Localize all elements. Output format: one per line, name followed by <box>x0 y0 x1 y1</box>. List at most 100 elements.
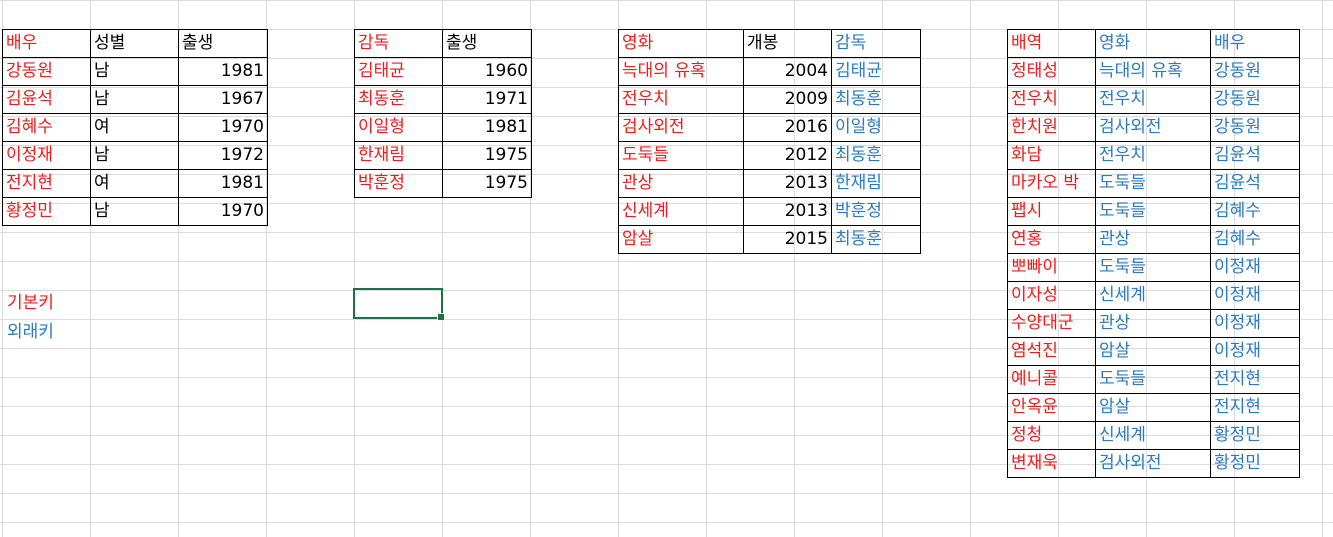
roles-header-cell[interactable]: 배우 <box>1210 29 1300 58</box>
movies-cell[interactable]: 2013 <box>743 197 832 226</box>
roles-cell[interactable]: 강동원 <box>1210 85 1300 114</box>
roles-cell[interactable]: 강동원 <box>1210 57 1300 86</box>
directors-cell[interactable]: 한재림 <box>354 141 443 170</box>
directors-cell[interactable]: 1971 <box>442 85 532 114</box>
movies-cell[interactable]: 신세계 <box>618 197 744 226</box>
movies-cell[interactable]: 암살 <box>618 225 744 254</box>
roles-cell[interactable]: 신세계 <box>1095 421 1211 450</box>
actors-cell[interactable]: 황정민 <box>2 197 91 226</box>
roles-cell[interactable]: 정태성 <box>1007 57 1096 86</box>
actors-cell[interactable]: 여 <box>90 113 179 142</box>
roles-cell[interactable]: 이정재 <box>1210 337 1300 366</box>
movies-cell[interactable]: 최동훈 <box>831 225 921 254</box>
actors-cell[interactable]: 남 <box>90 57 179 86</box>
actors-cell[interactable]: 1981 <box>178 169 268 198</box>
roles-header-cell[interactable]: 배역 <box>1007 29 1096 58</box>
directors-header-cell[interactable]: 출생 <box>442 29 532 58</box>
movies-cell[interactable]: 늑대의 유혹 <box>618 57 744 86</box>
roles-cell[interactable]: 김혜수 <box>1210 197 1300 226</box>
directors-cell[interactable]: 1975 <box>442 141 532 170</box>
movies-cell[interactable]: 2016 <box>743 113 832 142</box>
actors-cell[interactable]: 김윤석 <box>2 85 91 114</box>
actors-cell[interactable]: 전지현 <box>2 169 91 198</box>
directors-cell[interactable]: 박훈정 <box>354 169 443 198</box>
movies-header-cell[interactable]: 개봉 <box>743 29 832 58</box>
movies-cell[interactable]: 도둑들 <box>618 141 744 170</box>
roles-cell[interactable]: 전지현 <box>1210 365 1300 394</box>
movies-cell[interactable]: 이일형 <box>831 113 921 142</box>
directors-cell[interactable]: 1960 <box>442 57 532 86</box>
roles-cell[interactable]: 암살 <box>1095 393 1211 422</box>
actors-cell[interactable]: 1981 <box>178 57 268 86</box>
actors-header-cell[interactable]: 출생 <box>178 29 268 58</box>
roles-cell[interactable]: 검사외전 <box>1095 449 1211 478</box>
fill-handle[interactable] <box>437 313 445 321</box>
roles-cell[interactable]: 변재욱 <box>1007 449 1096 478</box>
roles-cell[interactable]: 강동원 <box>1210 113 1300 142</box>
roles-cell[interactable]: 전우치 <box>1095 85 1211 114</box>
roles-cell[interactable]: 도둑들 <box>1095 169 1211 198</box>
roles-cell[interactable]: 이정재 <box>1210 281 1300 310</box>
roles-header-cell[interactable]: 영화 <box>1095 29 1211 58</box>
movies-cell[interactable]: 검사외전 <box>618 113 744 142</box>
movies-cell[interactable]: 김태균 <box>831 57 921 86</box>
roles-cell[interactable]: 안옥윤 <box>1007 393 1096 422</box>
actors-header-cell[interactable]: 배우 <box>2 29 91 58</box>
actors-cell[interactable]: 남 <box>90 141 179 170</box>
roles-cell[interactable]: 도둑들 <box>1095 365 1211 394</box>
roles-cell[interactable]: 뽀빠이 <box>1007 253 1096 282</box>
directors-cell[interactable]: 이일형 <box>354 113 443 142</box>
roles-cell[interactable]: 암살 <box>1095 337 1211 366</box>
roles-cell[interactable]: 화담 <box>1007 141 1096 170</box>
roles-cell[interactable]: 김윤석 <box>1210 169 1300 198</box>
roles-cell[interactable]: 정청 <box>1007 421 1096 450</box>
roles-cell[interactable]: 김혜수 <box>1210 225 1300 254</box>
roles-cell[interactable]: 마카오 박 <box>1007 169 1096 198</box>
directors-header-cell[interactable]: 감독 <box>354 29 443 58</box>
roles-cell[interactable]: 전우치 <box>1007 85 1096 114</box>
roles-cell[interactable]: 황정민 <box>1210 449 1300 478</box>
roles-cell[interactable]: 김윤석 <box>1210 141 1300 170</box>
movies-header-cell[interactable]: 감독 <box>831 29 921 58</box>
roles-cell[interactable]: 검사외전 <box>1095 113 1211 142</box>
movies-cell[interactable]: 한재림 <box>831 169 921 198</box>
roles-cell[interactable]: 신세계 <box>1095 281 1211 310</box>
actors-cell[interactable]: 1967 <box>178 85 268 114</box>
roles-cell[interactable]: 전우치 <box>1095 141 1211 170</box>
actors-cell[interactable]: 1970 <box>178 113 268 142</box>
roles-cell[interactable]: 이정재 <box>1210 253 1300 282</box>
roles-cell[interactable]: 염석진 <box>1007 337 1096 366</box>
actors-header-cell[interactable]: 성별 <box>90 29 179 58</box>
movies-cell[interactable]: 2013 <box>743 169 832 198</box>
movies-cell[interactable]: 2009 <box>743 85 832 114</box>
actors-cell[interactable]: 1970 <box>178 197 268 226</box>
roles-cell[interactable]: 도둑들 <box>1095 197 1211 226</box>
actors-cell[interactable]: 여 <box>90 169 179 198</box>
movies-cell[interactable]: 2015 <box>743 225 832 254</box>
actors-cell[interactable]: 이정재 <box>2 141 91 170</box>
roles-cell[interactable]: 수양대군 <box>1007 309 1096 338</box>
movies-cell[interactable]: 박훈정 <box>831 197 921 226</box>
roles-cell[interactable]: 연홍 <box>1007 225 1096 254</box>
actors-cell[interactable]: 1972 <box>178 141 268 170</box>
actors-cell[interactable]: 남 <box>90 197 179 226</box>
roles-cell[interactable]: 한치원 <box>1007 113 1096 142</box>
roles-cell[interactable]: 이자성 <box>1007 281 1096 310</box>
actors-cell[interactable]: 김혜수 <box>2 113 91 142</box>
roles-cell[interactable]: 관상 <box>1095 225 1211 254</box>
movies-cell[interactable]: 2004 <box>743 57 832 86</box>
actors-cell[interactable]: 남 <box>90 85 179 114</box>
roles-cell[interactable]: 예니콜 <box>1007 365 1096 394</box>
movies-cell[interactable]: 전우치 <box>618 85 744 114</box>
directors-cell[interactable]: 1975 <box>442 169 532 198</box>
roles-cell[interactable]: 팹시 <box>1007 197 1096 226</box>
roles-cell[interactable]: 관상 <box>1095 309 1211 338</box>
directors-cell[interactable]: 최동훈 <box>354 85 443 114</box>
movies-header-cell[interactable]: 영화 <box>618 29 744 58</box>
movies-cell[interactable]: 최동훈 <box>831 85 921 114</box>
directors-cell[interactable]: 김태균 <box>354 57 443 86</box>
roles-cell[interactable]: 전지현 <box>1210 393 1300 422</box>
actors-cell[interactable]: 강동원 <box>2 57 91 86</box>
directors-cell[interactable]: 1981 <box>442 113 532 142</box>
roles-cell[interactable]: 이정재 <box>1210 309 1300 338</box>
